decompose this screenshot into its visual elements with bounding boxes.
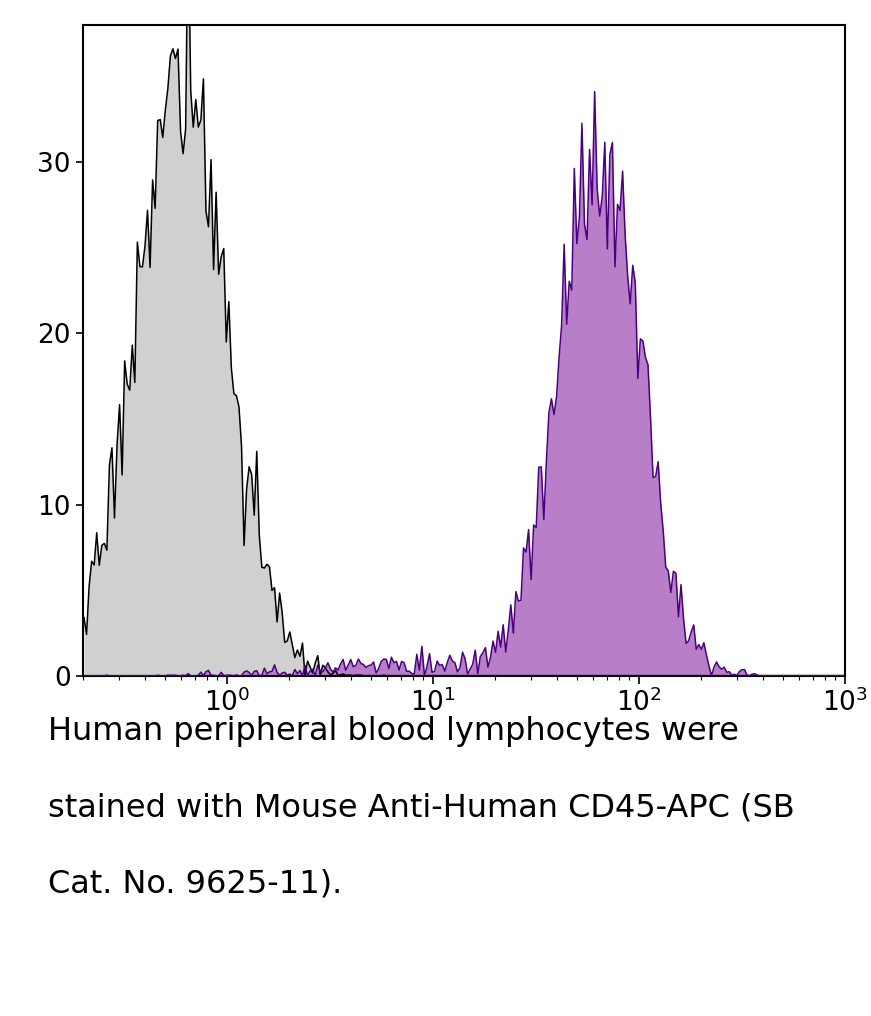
Text: Cat. No. 9625-11).: Cat. No. 9625-11). <box>48 869 342 900</box>
Text: stained with Mouse Anti-Human CD45-APC (SB: stained with Mouse Anti-Human CD45-APC (… <box>48 792 794 824</box>
Text: Human peripheral blood lymphocytes were: Human peripheral blood lymphocytes were <box>48 716 739 748</box>
